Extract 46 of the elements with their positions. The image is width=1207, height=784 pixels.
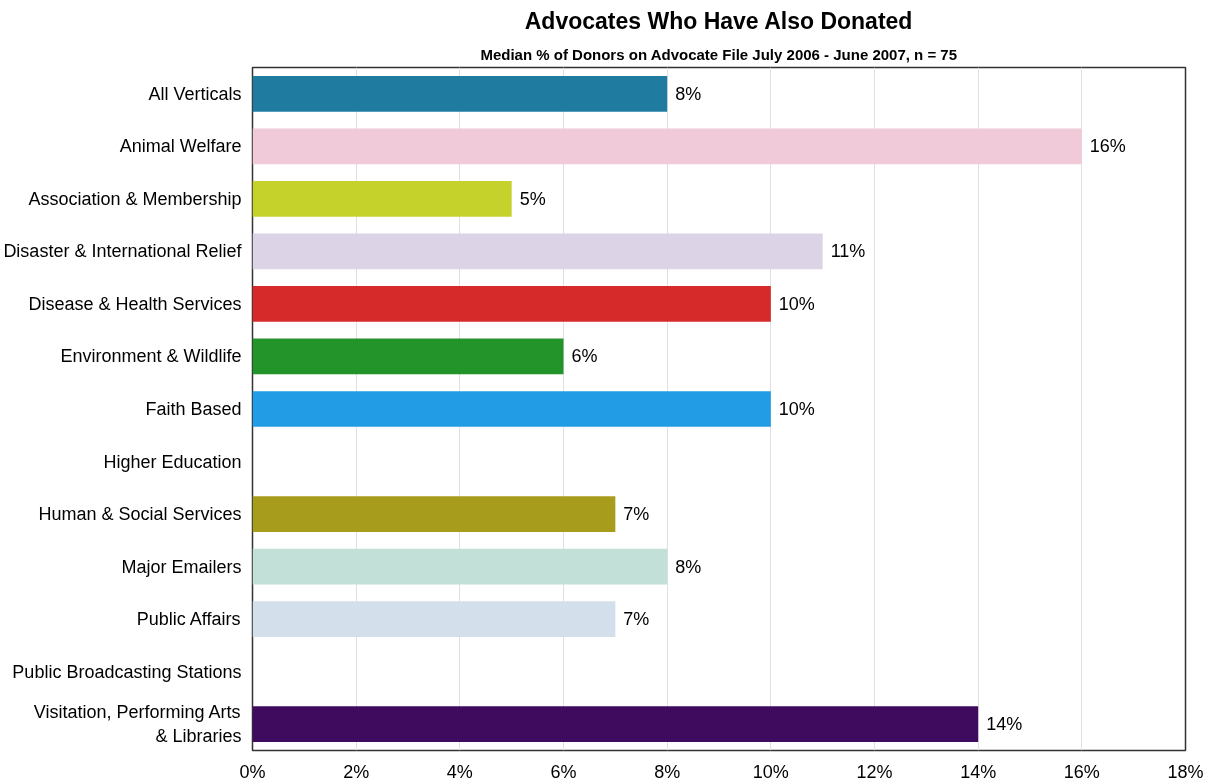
y-tick-label: Visitation, Performing Arts & Libraries (33, 702, 242, 747)
y-tick-label: Higher Education (103, 451, 242, 472)
x-tick-label: 4% (446, 761, 473, 782)
x-tick-label: 10% (752, 761, 789, 782)
bar (252, 180, 512, 217)
x-tick-label: 2% (343, 761, 370, 782)
y-tick-label: Disease & Health Services (28, 293, 242, 314)
data-label: 11% (830, 241, 866, 262)
y-tick-label: Public Affairs (136, 609, 241, 630)
y-tick-label: Disaster & International Relief (3, 241, 243, 262)
data-label: 7% (623, 504, 650, 525)
y-tick-label: Association & Membership (28, 188, 242, 209)
bar (252, 548, 668, 585)
y-tick-label: Environment & Wildlife (60, 346, 242, 367)
data-label: 5% (519, 188, 546, 209)
bar (252, 391, 771, 427)
x-tick-label: 0% (239, 761, 266, 782)
bar (252, 601, 616, 638)
bar (252, 128, 1082, 165)
data-label: 14% (986, 714, 1023, 735)
x-tick-label: 14% (960, 761, 997, 782)
y-tick-label: Faith Based (145, 399, 242, 419)
bar (252, 338, 564, 375)
data-label: 10% (778, 399, 815, 419)
data-label: 8% (675, 83, 702, 104)
data-label: 7% (623, 609, 650, 630)
y-tick-label: Public Broadcasting Stations (12, 661, 242, 682)
bar (252, 706, 979, 743)
bar (252, 286, 771, 322)
data-label: 8% (675, 556, 702, 577)
y-tick-label: Human & Social Services (38, 504, 242, 525)
x-tick-label: 18% (1167, 761, 1204, 782)
y-tick-label: All Verticals (148, 83, 242, 104)
y-tick-label: Major Emailers (121, 556, 242, 577)
data-label: 10% (778, 293, 815, 314)
data-label: 16% (1089, 136, 1126, 157)
x-tick-label: 8% (654, 761, 681, 782)
y-tick-label: Animal Welfare (119, 136, 242, 157)
x-tick-label: 6% (550, 761, 577, 782)
bar (252, 496, 616, 532)
chart-title: Advocates Who Have Also Donated (524, 7, 913, 34)
chart-subtitle: Median % of Donors on Advocate File July 2006 - June 2007, n = 75 (480, 45, 958, 63)
x-tick-label: 12% (856, 761, 893, 782)
x-tick-label: 16% (1063, 761, 1100, 782)
data-label: 6% (571, 346, 598, 367)
bar (252, 75, 668, 112)
